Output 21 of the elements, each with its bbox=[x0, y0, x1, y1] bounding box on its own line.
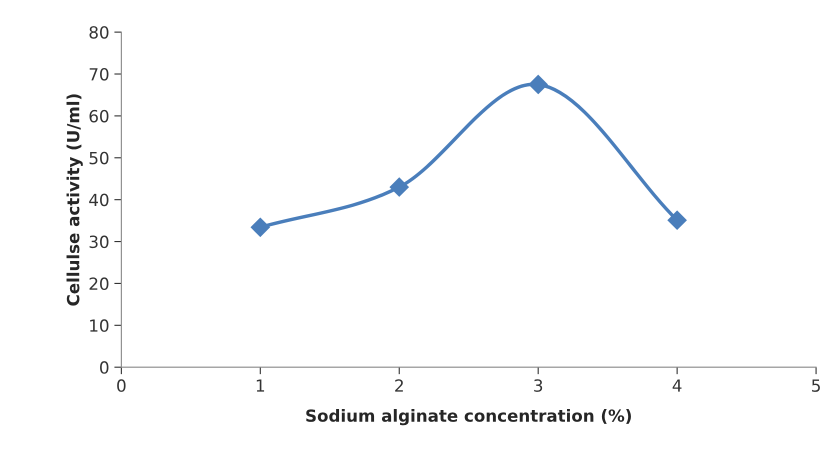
x-axis-title: Sodium alginate concentration (%) bbox=[306, 409, 631, 426]
x-tick-label: 4 bbox=[672, 380, 682, 392]
point bbox=[390, 178, 409, 197]
x-tick-label: 1 bbox=[256, 380, 264, 392]
y-tick-label: 50 bbox=[90, 152, 108, 164]
y-tick-label: 40 bbox=[89, 194, 108, 206]
y-tick-label: 30 bbox=[90, 236, 108, 248]
x-tick-label: 2 bbox=[395, 379, 403, 392]
x-tick-label: 3 bbox=[534, 379, 542, 392]
y-tick-label: 80 bbox=[89, 26, 108, 39]
x-tick-label: 5 bbox=[812, 380, 820, 392]
x-tick-label: 0 bbox=[117, 379, 126, 392]
y-tick-label: 70 bbox=[90, 68, 108, 81]
y-tick-label: 10 bbox=[90, 319, 108, 332]
y-tick-label: 20 bbox=[90, 277, 108, 290]
point bbox=[250, 218, 270, 237]
point bbox=[528, 74, 548, 94]
y-tick-label: 60 bbox=[90, 110, 108, 122]
point bbox=[668, 210, 687, 230]
y-tick-label: 0 bbox=[100, 361, 108, 374]
y-axis-title: Cellulse activity (U/ml) bbox=[66, 94, 83, 306]
